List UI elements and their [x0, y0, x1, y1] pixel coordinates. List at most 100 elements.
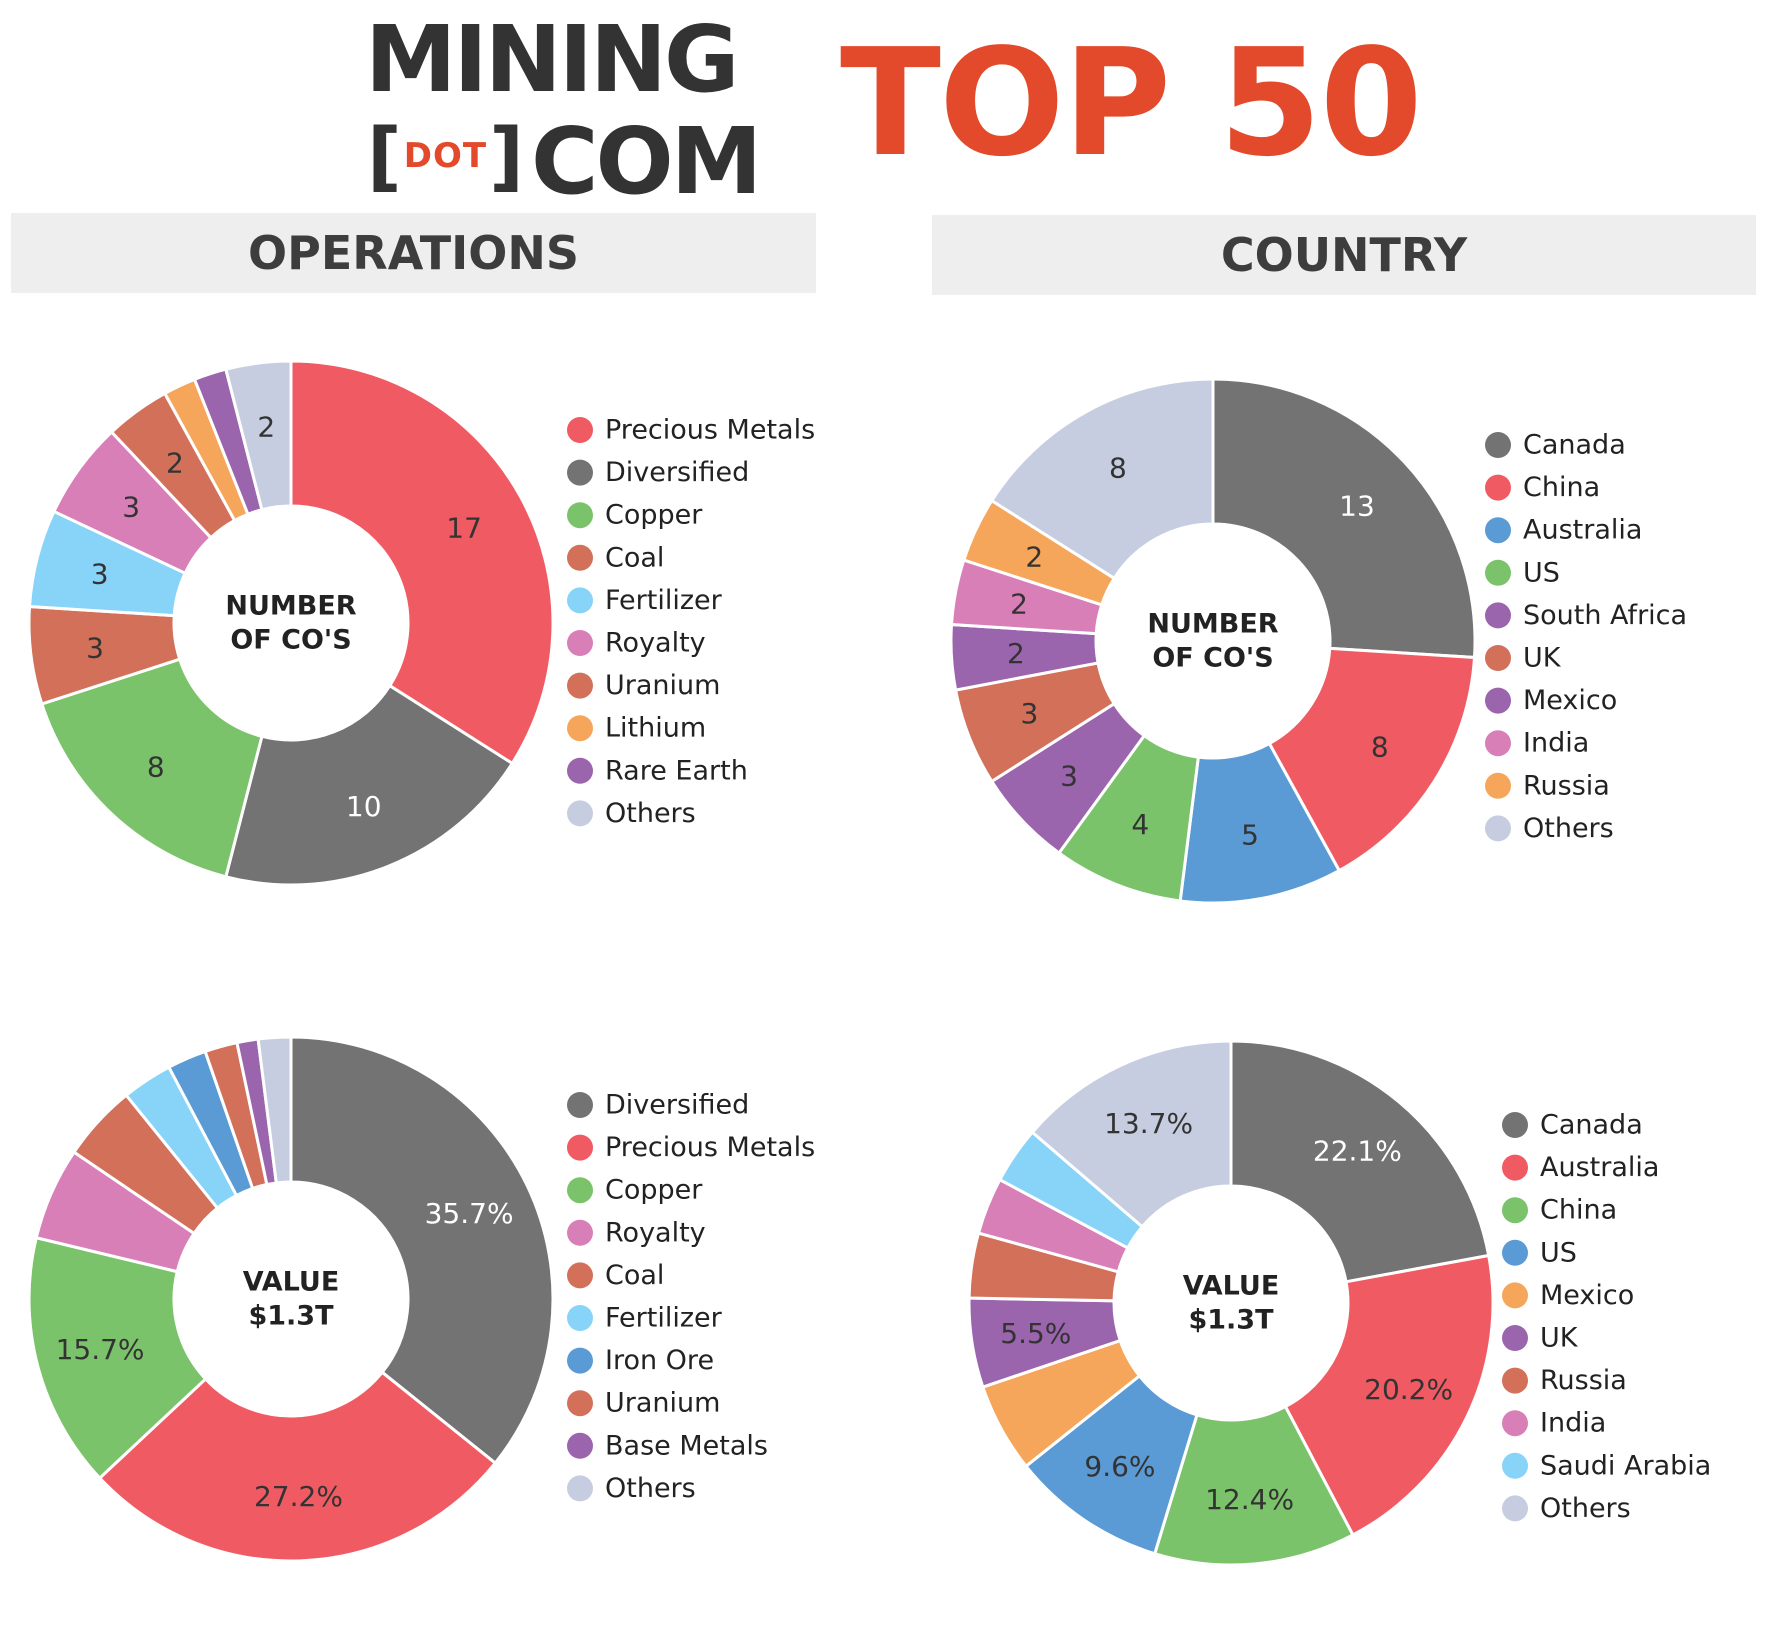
logo-bracket-left: [	[367, 111, 402, 200]
legend-swatch-russia	[1485, 772, 1511, 799]
legend-label-china: China	[1523, 472, 1600, 503]
legend-swatch-copper	[567, 502, 593, 529]
legend-swatch-royalty	[567, 630, 593, 656]
legend-swatch-canada	[1485, 432, 1511, 458]
center-label-line2: $1.3T	[1188, 1305, 1274, 1336]
legend-swatch-canada	[1502, 1112, 1528, 1138]
data-label-diversified: 35.7%	[425, 1197, 514, 1230]
legend-swatch-diversified	[567, 459, 593, 486]
logo-dot-text: DOT	[403, 136, 488, 176]
data-label-russia: 2	[1025, 540, 1043, 573]
legend-label-south-africa: South Africa	[1523, 600, 1687, 631]
legend-swatch-royalty	[567, 1219, 593, 1246]
legend-label-fertilizer: Fertilizer	[605, 585, 723, 616]
legend-label-lithium: Lithium	[605, 713, 706, 744]
center-label-line1: NUMBER	[1147, 609, 1278, 640]
data-label-australia: 5	[1241, 819, 1259, 852]
legend: Canada Australia China US Mexico UK Russia Indi…	[1502, 1110, 1711, 1524]
legend-swatch-us	[1502, 1239, 1528, 1266]
legend-swatch-mexico	[1502, 1282, 1528, 1309]
data-label-mexico: 2	[1007, 637, 1025, 670]
page-title: TOP 50	[840, 17, 1423, 189]
data-label-others: 8	[1109, 451, 1127, 484]
legend-label-russia: Russia	[1523, 770, 1610, 801]
legend-label-precious-metals: Precious Metals	[605, 415, 815, 446]
legend-swatch-iron-ore	[567, 1347, 593, 1374]
legend-swatch-others	[1485, 815, 1511, 842]
data-label-copper: 8	[147, 750, 165, 783]
data-label-coal: 3	[86, 631, 104, 664]
slice-others	[256, 1035, 293, 1185]
legend-swatch-south-africa	[1485, 602, 1511, 629]
legend-swatch-australia	[1485, 517, 1511, 544]
data-label-us: 4	[1131, 808, 1149, 841]
slice-labels: 35.7% 27.2% 15.7%	[56, 1197, 514, 1513]
data-label-canada: 22.1%	[1313, 1135, 1402, 1168]
legend-swatch-coal	[567, 544, 593, 571]
legend-label-china: China	[1540, 1195, 1617, 1226]
legend-label-mexico: Mexico	[1523, 685, 1617, 716]
legend-label-australia: Australia	[1523, 515, 1642, 546]
legend-label-saudi-arabia: Saudi Arabia	[1540, 1450, 1711, 1481]
slice-copper	[27, 1235, 208, 1481]
data-label-precious-metals: 27.2%	[254, 1480, 343, 1513]
slice-canada	[1211, 377, 1477, 660]
data-label-royalty: 3	[122, 490, 140, 523]
section-header-operations: OPERATIONS	[11, 213, 816, 293]
legend-swatch-others	[567, 1475, 593, 1502]
legend-label-diversified: Diversified	[605, 1090, 749, 1121]
legend-label-canada: Canada	[1523, 430, 1626, 461]
legend-swatch-russia	[1502, 1367, 1528, 1394]
data-label-south-africa: 3	[1060, 760, 1078, 793]
legend-swatch-base-metals	[567, 1432, 593, 1459]
data-label-fertilizer: 3	[91, 557, 109, 590]
legend-label-copper: Copper	[605, 500, 703, 531]
legend-label-fertilizer: Fertilizer	[605, 1303, 723, 1334]
logo-com-text: COM	[531, 108, 762, 215]
center-label-line2: OF CO'S	[230, 625, 351, 656]
legend-label-royalty: Royalty	[605, 1217, 706, 1248]
legend-label-russia: Russia	[1540, 1365, 1627, 1396]
legend-swatch-fertilizer	[567, 1305, 593, 1331]
slice-china	[1267, 646, 1477, 873]
data-label-uranium: 2	[166, 447, 184, 480]
legend-label-copper: Copper	[605, 1175, 703, 1206]
legend-label-rare-earth: Rare Earth	[605, 755, 748, 786]
legend-swatch-diversified	[567, 1092, 593, 1118]
legend-label-coal: Coal	[605, 542, 664, 573]
legend-swatch-china	[1502, 1197, 1528, 1224]
legend-label-base-metals: Base Metals	[605, 1430, 768, 1461]
data-label-precious-metals: 17	[446, 511, 482, 544]
legend-label-uk: UK	[1540, 1323, 1579, 1354]
legend-swatch-us	[1485, 559, 1511, 586]
legend-label-canada: Canada	[1540, 1110, 1643, 1141]
legend-swatch-india	[1485, 730, 1511, 757]
legend-swatch-mexico	[1485, 687, 1511, 714]
legend-swatch-precious-metals	[567, 1134, 593, 1161]
legend-label-uk: UK	[1523, 643, 1562, 674]
legend-label-uranium: Uranium	[605, 1388, 720, 1419]
slice-china	[1152, 1404, 1355, 1567]
legend-label-others: Others	[1523, 813, 1614, 844]
data-label-us: 9.6%	[1084, 1450, 1155, 1483]
legend-swatch-fertilizer	[567, 587, 593, 614]
legend-label-coal: Coal	[605, 1260, 664, 1291]
legend-swatch-rare-earth	[567, 757, 593, 784]
legend-label-others: Others	[605, 1473, 696, 1504]
legend-swatch-lithium	[567, 715, 593, 742]
slice-labels: 22.1% 20.2% 12.4% 9.6% 5.5% 13.7%	[1000, 1107, 1453, 1516]
legend-label-others: Others	[1540, 1493, 1631, 1524]
legend-label-india: India	[1523, 728, 1589, 759]
slice-canada	[1229, 1039, 1491, 1284]
data-label-diversified: 10	[346, 790, 382, 823]
legend-swatch-precious-metals	[567, 417, 593, 443]
data-label-others: 2	[257, 411, 275, 444]
legend-label-others: Others	[605, 798, 696, 829]
legend-swatch-others	[1502, 1495, 1528, 1522]
legend-swatch-china	[1485, 474, 1511, 501]
legend-swatch-uranium	[567, 672, 593, 699]
logo-dot-group: [ DOT ]	[367, 116, 524, 196]
slice-copper	[39, 657, 264, 879]
slice-australia	[1283, 1253, 1495, 1537]
slice-others	[989, 377, 1215, 581]
